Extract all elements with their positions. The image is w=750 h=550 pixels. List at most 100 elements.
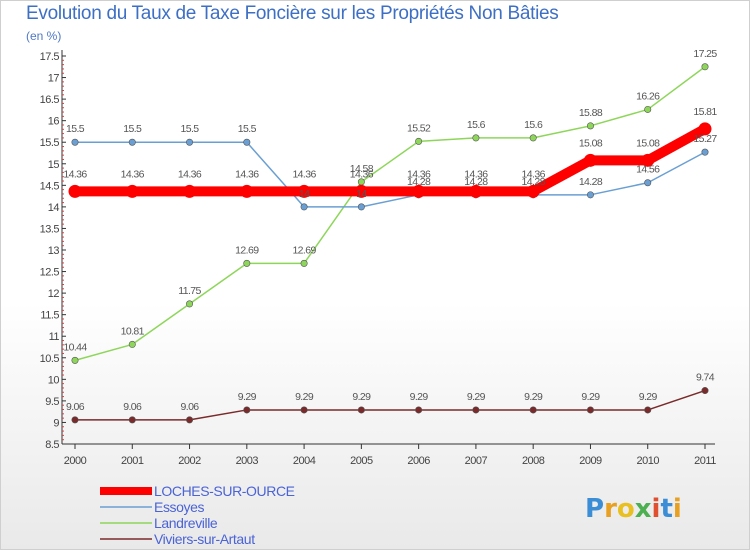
data-label: 14.28: [464, 176, 488, 188]
data-point: [186, 416, 194, 424]
data-point: [701, 387, 709, 395]
data-point: [71, 356, 79, 364]
y-tick-label: 15: [48, 159, 60, 171]
y-tick-label: 13: [48, 245, 60, 257]
chart-series: [68, 63, 712, 424]
data-label: 10.81: [121, 325, 145, 337]
data-point: [701, 148, 709, 156]
series-line-landreville: [74, 66, 706, 362]
data-label: 9.29: [352, 391, 371, 403]
data-point: [415, 406, 423, 414]
chart-title: Evolution du Taux de Taxe Foncière sur l…: [26, 3, 559, 24]
data-label: 15.52: [407, 122, 431, 134]
x-tick-label: 2005: [350, 455, 373, 467]
data-point: [183, 184, 197, 198]
data-label: 15.08: [579, 137, 603, 149]
y-tick-label: 16.5: [40, 94, 60, 106]
y-tick-label: 9.5: [45, 396, 59, 408]
x-tick-label: 2004: [293, 455, 316, 467]
series-line-viviers-sur-artaut: [74, 389, 706, 421]
data-label: 14.36: [121, 168, 145, 180]
x-tick-label: 2006: [407, 455, 430, 467]
data-point: [71, 416, 79, 424]
data-point: [529, 406, 537, 414]
data-label: 17.25: [693, 48, 717, 60]
x-tick-label: 2003: [236, 455, 259, 467]
data-label: 9.29: [524, 391, 543, 403]
data-point: [644, 105, 652, 113]
data-label: 15.5: [181, 123, 200, 135]
chart-legend: LOCHES-SUR-OURCEEssoyesLandrevilleVivier…: [100, 483, 295, 547]
legend-label: LOCHES-SUR-OURCE: [154, 483, 295, 499]
y-tick-label: 16: [48, 116, 60, 128]
data-label: 14.36: [235, 168, 259, 180]
y-tick-label: 17.5: [40, 51, 60, 63]
data-label: 15.27: [693, 133, 717, 145]
data-label: 12.69: [235, 244, 259, 256]
data-label: 14.36: [407, 168, 431, 180]
data-point: [186, 138, 194, 146]
logo-letter: x: [635, 494, 652, 524]
data-label: 9.74: [696, 372, 715, 384]
data-label: 9.06: [66, 401, 85, 413]
data-label: 10.44: [63, 341, 87, 353]
data-point: [357, 406, 365, 414]
y-tick-label: 15.5: [40, 137, 60, 149]
data-label: 15.88: [579, 107, 603, 119]
data-point: [243, 406, 251, 414]
data-point: [641, 153, 655, 167]
data-label: 9.29: [238, 391, 257, 403]
data-point: [415, 137, 423, 145]
series-line-loches-sur-ource: [70, 123, 710, 197]
data-point: [354, 184, 368, 198]
data-label: 9.29: [410, 391, 429, 403]
chart-axes: 8.599.51010.51111.51212.51313.51414.5151…: [40, 50, 717, 467]
data-label: 15.81: [693, 106, 717, 118]
data-label: 14: [299, 188, 310, 200]
logo-letter: t: [660, 494, 672, 524]
y-tick-label: 8.5: [45, 439, 59, 451]
data-point: [125, 184, 139, 198]
data-point: [586, 406, 594, 414]
y-tick-label: 10: [48, 374, 60, 386]
data-label: 14.28: [522, 176, 546, 188]
y-tick-label: 14: [48, 202, 60, 214]
data-point: [243, 259, 251, 267]
data-label: 14.36: [350, 168, 374, 180]
data-point: [586, 191, 594, 199]
data-label: 12.69: [292, 244, 316, 256]
data-label: 14.36: [178, 168, 202, 180]
y-tick-label: 14.5: [40, 180, 60, 192]
data-label: 9.06: [123, 401, 142, 413]
data-label: 14: [356, 188, 367, 200]
data-point: [583, 153, 597, 167]
x-tick-label: 2009: [579, 455, 602, 467]
data-label: 15.6: [524, 119, 543, 131]
data-point: [186, 300, 194, 308]
data-label: 14.28: [407, 176, 431, 188]
data-point: [412, 184, 426, 198]
legend-label: Viviers-sur-Artaut: [154, 531, 255, 547]
y-tick-label: 12.5: [40, 267, 60, 279]
legend-label: Landreville: [154, 515, 218, 531]
data-label: 14.36: [522, 168, 546, 180]
data-point: [243, 138, 251, 146]
data-point: [128, 138, 136, 146]
data-point: [128, 416, 136, 424]
series-line-essoyes: [74, 141, 706, 208]
data-label: 9.29: [639, 391, 658, 403]
data-label: 9.06: [181, 401, 200, 413]
data-label: 14.36: [63, 168, 87, 180]
data-label: 15.5: [123, 123, 142, 135]
chart-subtitle: (en %): [26, 29, 62, 43]
data-point: [128, 340, 136, 348]
data-point: [300, 203, 308, 211]
x-tick-label: 2002: [178, 455, 201, 467]
data-label: 9.29: [467, 391, 486, 403]
logo-letter: P: [585, 494, 604, 524]
data-point: [586, 122, 594, 130]
logo-letter: i: [673, 494, 682, 524]
data-point: [472, 134, 480, 142]
